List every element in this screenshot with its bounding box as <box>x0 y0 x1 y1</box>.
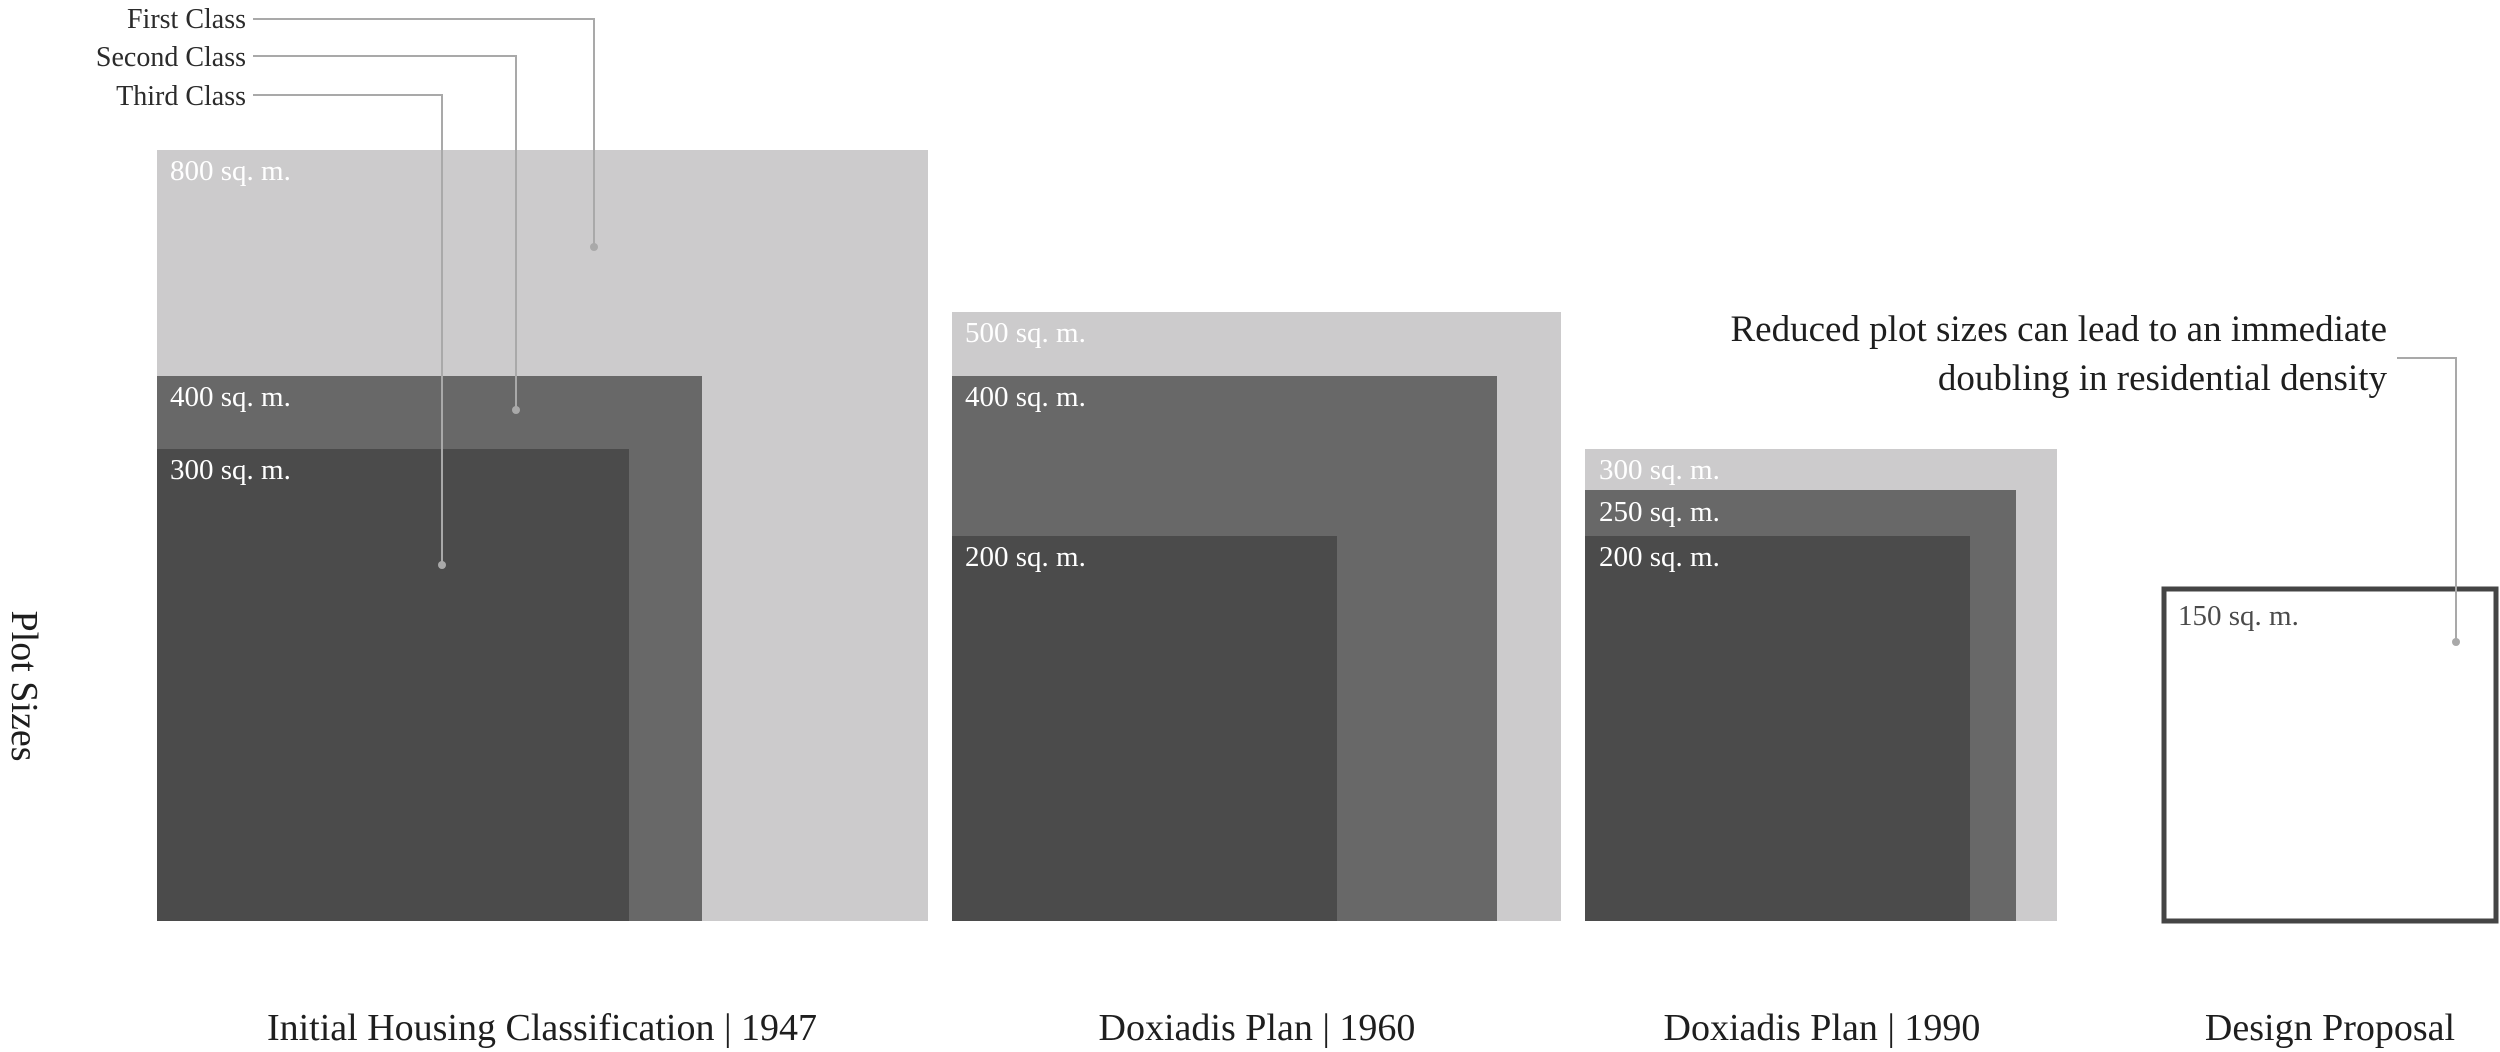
annotation-leader-line <box>2397 357 2457 642</box>
plot-label-1960-second: 400 sq. m. <box>965 381 1086 413</box>
legend-third-class: Third Class <box>116 81 246 112</box>
annotation-line-2: doubling in residential density <box>1938 358 2388 399</box>
plot-label-proposal: 150 sq. m. <box>2178 600 2299 632</box>
legend-first-class: First Class <box>127 4 246 35</box>
plot-label-1947-first: 800 sq. m. <box>170 155 291 187</box>
group-design-proposal: 150 sq. m. Design Proposal <box>2161 586 2499 1049</box>
leader-dot-first-class <box>590 243 598 251</box>
group-1947: 800 sq. m. 400 sq. m. 300 sq. m. Initial… <box>157 150 928 1049</box>
plot-label-1960-third: 200 sq. m. <box>965 541 1086 573</box>
leader-line-second-class <box>253 55 517 410</box>
plot-label-1990-third: 200 sq. m. <box>1599 541 1720 573</box>
group-title-1960: Doxiadis Plan | 1960 <box>1099 1007 1416 1049</box>
legend-second-class: Second Class <box>96 42 246 73</box>
plot-label-1947-third: 300 sq. m. <box>170 454 291 486</box>
plot-proposal <box>2161 586 2499 924</box>
annotation-leader-dot <box>2452 638 2460 646</box>
group-title-1947: Initial Housing Classification | 1947 <box>267 1007 817 1049</box>
plot-label-1990-first: 300 sq. m. <box>1599 454 1720 486</box>
leader-line-first-class <box>253 18 595 247</box>
legend: First Class Second Class Third Class <box>96 4 598 569</box>
group-1990: 300 sq. m. 250 sq. m. 200 sq. m. Doxiadi… <box>1585 449 2057 1049</box>
plot-label-1960-first: 500 sq. m. <box>965 317 1086 349</box>
plot-1990-third-class <box>1585 536 1970 921</box>
plot-label-1947-second: 400 sq. m. <box>170 381 291 413</box>
annotation-line-1: Reduced plot sizes can lead to an immedi… <box>1730 309 2387 350</box>
plot-1960-third-class <box>952 536 1337 921</box>
leader-line-third-class <box>253 94 443 565</box>
group-1960: 500 sq. m. 400 sq. m. 200 sq. m. Doxiadi… <box>952 312 1561 1049</box>
leader-dot-third-class <box>438 561 446 569</box>
density-annotation: Reduced plot sizes can lead to an immedi… <box>1730 309 2460 646</box>
plot-1947-third-class <box>157 449 629 921</box>
group-title-proposal: Design Proposal <box>2205 1007 2455 1049</box>
group-title-1990: Doxiadis Plan | 1990 <box>1664 1007 1981 1049</box>
plot-label-1990-second: 250 sq. m. <box>1599 496 1720 528</box>
y-axis-label: Plot Sizes <box>3 611 45 762</box>
leader-dot-second-class <box>512 406 520 414</box>
